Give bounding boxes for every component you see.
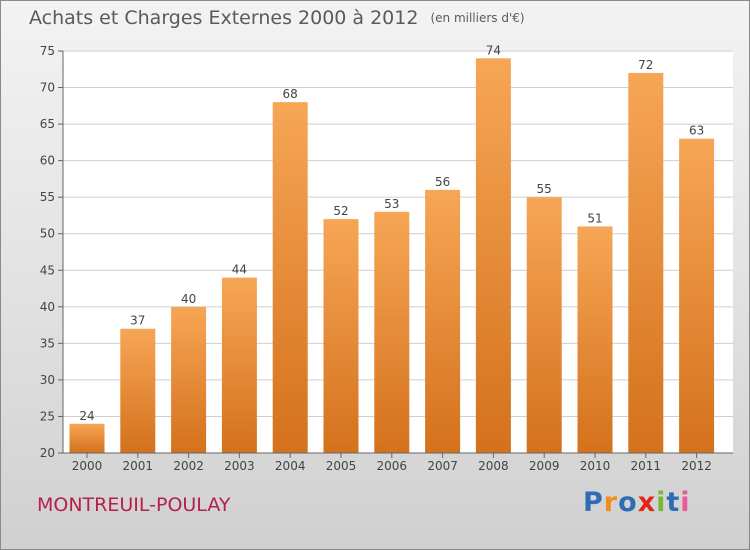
y-tick-label: 30: [40, 373, 55, 387]
bar-2007: [425, 189, 461, 453]
data-label-2006: 53: [384, 197, 399, 211]
data-label-2010: 51: [587, 211, 602, 225]
y-axis: 20 25 30 35 40 45 50 55 60 65 70 75: [40, 44, 64, 460]
data-label-2005: 52: [333, 204, 348, 218]
logo-letter: P: [583, 487, 604, 518]
y-tick-label: 40: [40, 300, 55, 314]
y-tick-label: 50: [40, 227, 55, 241]
data-label-2004: 68: [283, 87, 298, 101]
bar-2002: [171, 306, 207, 453]
x-tick-label-2007: 2007: [427, 459, 458, 473]
data-label-2002: 40: [181, 292, 196, 306]
bar-2001: [120, 328, 156, 453]
bar-2012: [679, 138, 715, 453]
y-tick-label: 75: [40, 44, 55, 58]
x-tick-label-2001: 2001: [123, 459, 154, 473]
data-label-2009: 55: [537, 182, 552, 196]
logo-letter: t: [666, 487, 681, 518]
chart-title-text: Achats et Charges Externes 2000 à 2012: [29, 7, 419, 29]
x-tick-label-2000: 2000: [72, 459, 103, 473]
data-label-2007: 56: [435, 175, 450, 189]
x-tick-label-2005: 2005: [326, 459, 357, 473]
logo-letter: r: [603, 487, 619, 518]
data-label-2011: 72: [638, 58, 653, 72]
data-label-2001: 37: [130, 314, 145, 328]
x-tick-label-2008: 2008: [478, 459, 509, 473]
data-label-2000: 24: [79, 409, 94, 423]
unit-label: (en milliers d'€): [430, 11, 525, 25]
logo-letter: i: [680, 487, 691, 518]
proxiti-logo: Proxiti: [583, 487, 691, 518]
x-tick-label-2002: 2002: [173, 459, 204, 473]
logo-letter: i: [656, 487, 667, 518]
data-label-2008: 74: [486, 43, 501, 57]
y-tick-label: 60: [40, 154, 55, 168]
y-tick-label: 25: [40, 409, 55, 423]
y-tick-label: 65: [40, 117, 55, 131]
x-tick-label-2006: 2006: [377, 459, 408, 473]
chart-title: Achats et Charges Externes 2000 à 2012 (e…: [29, 7, 525, 29]
x-tick-label-2010: 2010: [580, 459, 611, 473]
bar-2004: [272, 102, 308, 453]
x-tick-label-2011: 2011: [631, 459, 662, 473]
bar-2009: [526, 197, 562, 453]
bar-2000: [69, 423, 105, 453]
logo-letter: x: [637, 487, 657, 518]
bars: 24 37 40 44 68 52 53 56 74 55 51 72 63: [69, 43, 715, 454]
location-label: MONTREUIL-POULAY: [37, 494, 231, 516]
bar-2003: [221, 277, 257, 453]
y-tick-label: 45: [40, 263, 55, 277]
x-tick-label-2004: 2004: [275, 459, 306, 473]
logo-letter: o: [618, 487, 638, 518]
bar-2010: [577, 226, 613, 453]
x-axis: 2000 2001 2002 2003 2004 2005 2006 2007 2008 2009…: [63, 452, 733, 473]
y-tick-label: 20: [40, 446, 55, 460]
y-tick-label: 35: [40, 336, 55, 350]
data-label-2003: 44: [232, 263, 247, 277]
data-label-2012: 63: [689, 124, 704, 138]
y-tick-label: 55: [40, 190, 55, 204]
bar-2006: [374, 211, 410, 453]
x-tick-label-2003: 2003: [224, 459, 255, 473]
bar-2008: [475, 58, 511, 454]
bar-2011: [628, 72, 664, 453]
x-tick-label-2012: 2012: [681, 459, 712, 473]
bar-2005: [323, 219, 359, 453]
x-tick-label-2009: 2009: [529, 459, 560, 473]
y-tick-label: 70: [40, 81, 55, 95]
